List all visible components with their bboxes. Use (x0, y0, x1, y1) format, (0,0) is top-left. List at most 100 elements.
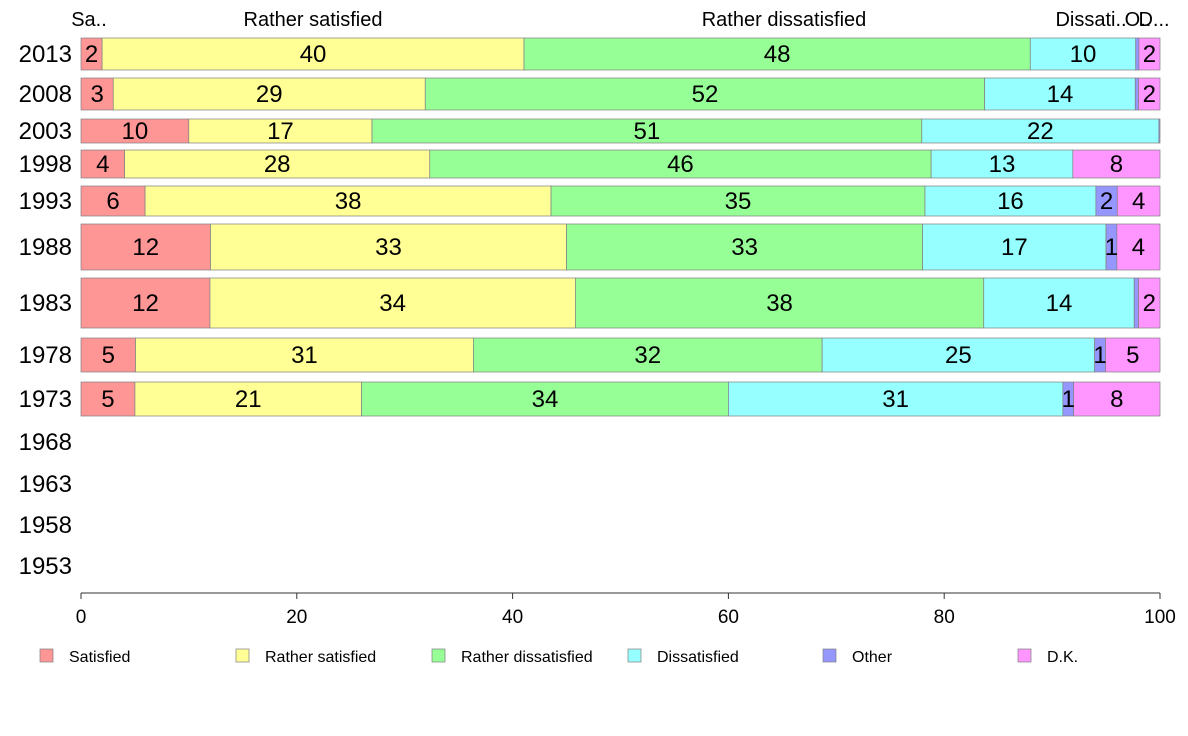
value-label-1993-other: 2 (1100, 188, 1113, 215)
bar-1978-rather-dissatisfied (473, 337, 823, 373)
value-label-1973-other: 1 (1062, 386, 1075, 413)
year-label-1973: 1973 (19, 386, 72, 413)
bar-1993-rather-dissatisfied (550, 185, 926, 217)
legend-swatch-rather-dissatisfied (431, 648, 446, 663)
legend-swatch-rather-satisfied (235, 648, 250, 663)
bar-1998-rather-dissatisfied (429, 149, 932, 179)
bar-2003-rather-satisfied (188, 118, 373, 144)
bar-2013-dissatisfied (1029, 37, 1137, 71)
value-label-1978-d-k-: 5 (1126, 342, 1139, 369)
value-label-2008-d-k-: 2 (1143, 81, 1156, 108)
value-label-1988-dissatisfied: 17 (1001, 234, 1028, 261)
year-label-1958: 1958 (19, 512, 72, 539)
bar-1988-rather-satisfied (210, 223, 567, 271)
value-label-1978-satisfied: 5 (102, 342, 115, 369)
bar-2013-other (1135, 37, 1140, 71)
bar-1983-d-k- (1138, 277, 1161, 329)
x-tick-label-60: 60 (718, 607, 739, 628)
value-label-2013-rather-dissatisfied: 48 (764, 41, 791, 68)
legend-swatch-other (822, 648, 837, 663)
bar-1998-dissatisfied (930, 149, 1074, 179)
year-label-1963: 1963 (19, 471, 72, 498)
bar-2003-dissatisfied (921, 118, 1160, 144)
bar-2008-satisfied (80, 77, 114, 111)
value-label-2013-rather-satisfied: 40 (300, 41, 327, 68)
bar-2003-satisfied (80, 118, 190, 144)
bar-1998-satisfied (80, 149, 125, 179)
year-label-1968: 1968 (19, 429, 72, 456)
value-label-2003-dissatisfied: 22 (1027, 118, 1054, 145)
year-axis-labels: 2013 2008 2003 1998 1993 1988 1983 1978 1973 1968… (19, 41, 72, 580)
value-label-1973-dissatisfied: 31 (882, 386, 909, 413)
value-label-2008-satisfied: 3 (90, 81, 103, 108)
top-label-rather-dissatisfied: Rather dissatisfied (702, 9, 867, 31)
year-label-1988: 1988 (19, 234, 72, 261)
bar-1993-rather-satisfied (144, 185, 552, 217)
bar-1973-rather-dissatisfied (361, 381, 729, 417)
bar-2013-rather-satisfied (101, 37, 525, 71)
bar-2003-other (1158, 118, 1161, 144)
bar-2013-d-k- (1138, 37, 1161, 71)
year-label-1993: 1993 (19, 188, 72, 215)
value-label-1978-other: 1 (1093, 342, 1106, 369)
value-label-1993-satisfied: 6 (106, 188, 119, 215)
value-label-2003-rather-dissatisfied: 51 (634, 118, 661, 145)
bar-1983-rather-dissatisfied (575, 277, 985, 329)
value-label-1988-rather-dissatisfied: 33 (731, 234, 758, 261)
value-label-2008-rather-satisfied: 29 (256, 81, 283, 108)
x-tick-label-40: 40 (502, 607, 523, 628)
bar-1998-d-k- (1072, 149, 1161, 179)
value-label-1993-rather-satisfied: 38 (335, 188, 362, 215)
legend-label-dissatisfied: Dissatisfied (657, 649, 739, 666)
x-tick-label-0: 0 (76, 607, 87, 628)
bar-1973-d-k- (1073, 381, 1161, 417)
value-label-1988-rather-satisfied: 33 (375, 234, 402, 261)
value-label-1998-satisfied: 4 (96, 151, 109, 178)
year-label-2008: 2008 (19, 81, 72, 108)
value-label-1983-d-k-: 2 (1143, 290, 1156, 317)
x-tick-label-100: 100 (1144, 607, 1176, 628)
value-label-2003-rather-satisfied: 17 (267, 118, 294, 145)
value-label-1988-other: 1 (1105, 234, 1118, 261)
bar-1983-other (1133, 277, 1139, 329)
top-label-other: O.. (1125, 9, 1152, 31)
bar-1978-satisfied (80, 337, 136, 373)
year-label-2013: 2013 (19, 41, 72, 68)
legend-label-rather-satisfied: Rather satisfied (265, 649, 376, 666)
value-label-1988-d-k-: 4 (1132, 234, 1145, 261)
value-label-2008-rather-dissatisfied: 52 (692, 81, 719, 108)
value-label-2013-d-k-: 2 (1143, 41, 1156, 68)
legend-label-rather-dissatisfied: Rather dissatisfied (461, 649, 593, 666)
value-label-1978-dissatisfied: 25 (945, 342, 972, 369)
value-label-1998-d-k-: 8 (1110, 151, 1123, 178)
value-label-2013-dissatisfied: 10 (1070, 41, 1097, 68)
value-label-1983-satisfied: 12 (132, 290, 159, 317)
year-label-1998: 1998 (19, 151, 72, 178)
value-label-1993-rather-dissatisfied: 35 (725, 188, 752, 215)
bar-1998-rather-satisfied (124, 149, 431, 179)
value-label-1983-rather-satisfied: 34 (379, 290, 406, 317)
bar-1988-rather-dissatisfied (566, 223, 923, 271)
value-label-1988-satisfied: 12 (132, 234, 159, 261)
bar-2008-d-k- (1138, 77, 1161, 111)
bar-1988-d-k- (1116, 223, 1161, 271)
year-label-1978: 1978 (19, 342, 72, 369)
legend-swatch-satisfied (39, 648, 54, 663)
bar-2008-rather-satisfied (112, 77, 426, 111)
value-label-1998-rather-dissatisfied: 46 (667, 151, 694, 178)
value-label-1993-dissatisfied: 16 (997, 188, 1024, 215)
value-label-1983-dissatisfied: 14 (1046, 290, 1073, 317)
x-tick-label-20: 20 (286, 607, 307, 628)
year-label-1953: 1953 (19, 553, 72, 580)
legend-swatch-dissatisfied (627, 648, 642, 663)
value-label-1978-rather-dissatisfied: 32 (634, 342, 661, 369)
bar-1988-dissatisfied (922, 223, 1107, 271)
value-label-2008-dissatisfied: 14 (1047, 81, 1074, 108)
x-tick-label-80: 80 (934, 607, 955, 628)
year-label-2003: 2003 (19, 118, 72, 145)
bar-value-labels: 2 40 48 10 23 29 52 14 210 17 51 224 28 46 13 86 38 35 16 2… (85, 41, 1156, 413)
bar-1983-rather-satisfied (209, 277, 576, 329)
bars (80, 37, 1161, 417)
value-label-1998-dissatisfied: 13 (989, 151, 1016, 178)
value-label-1983-rather-dissatisfied: 38 (766, 290, 793, 317)
